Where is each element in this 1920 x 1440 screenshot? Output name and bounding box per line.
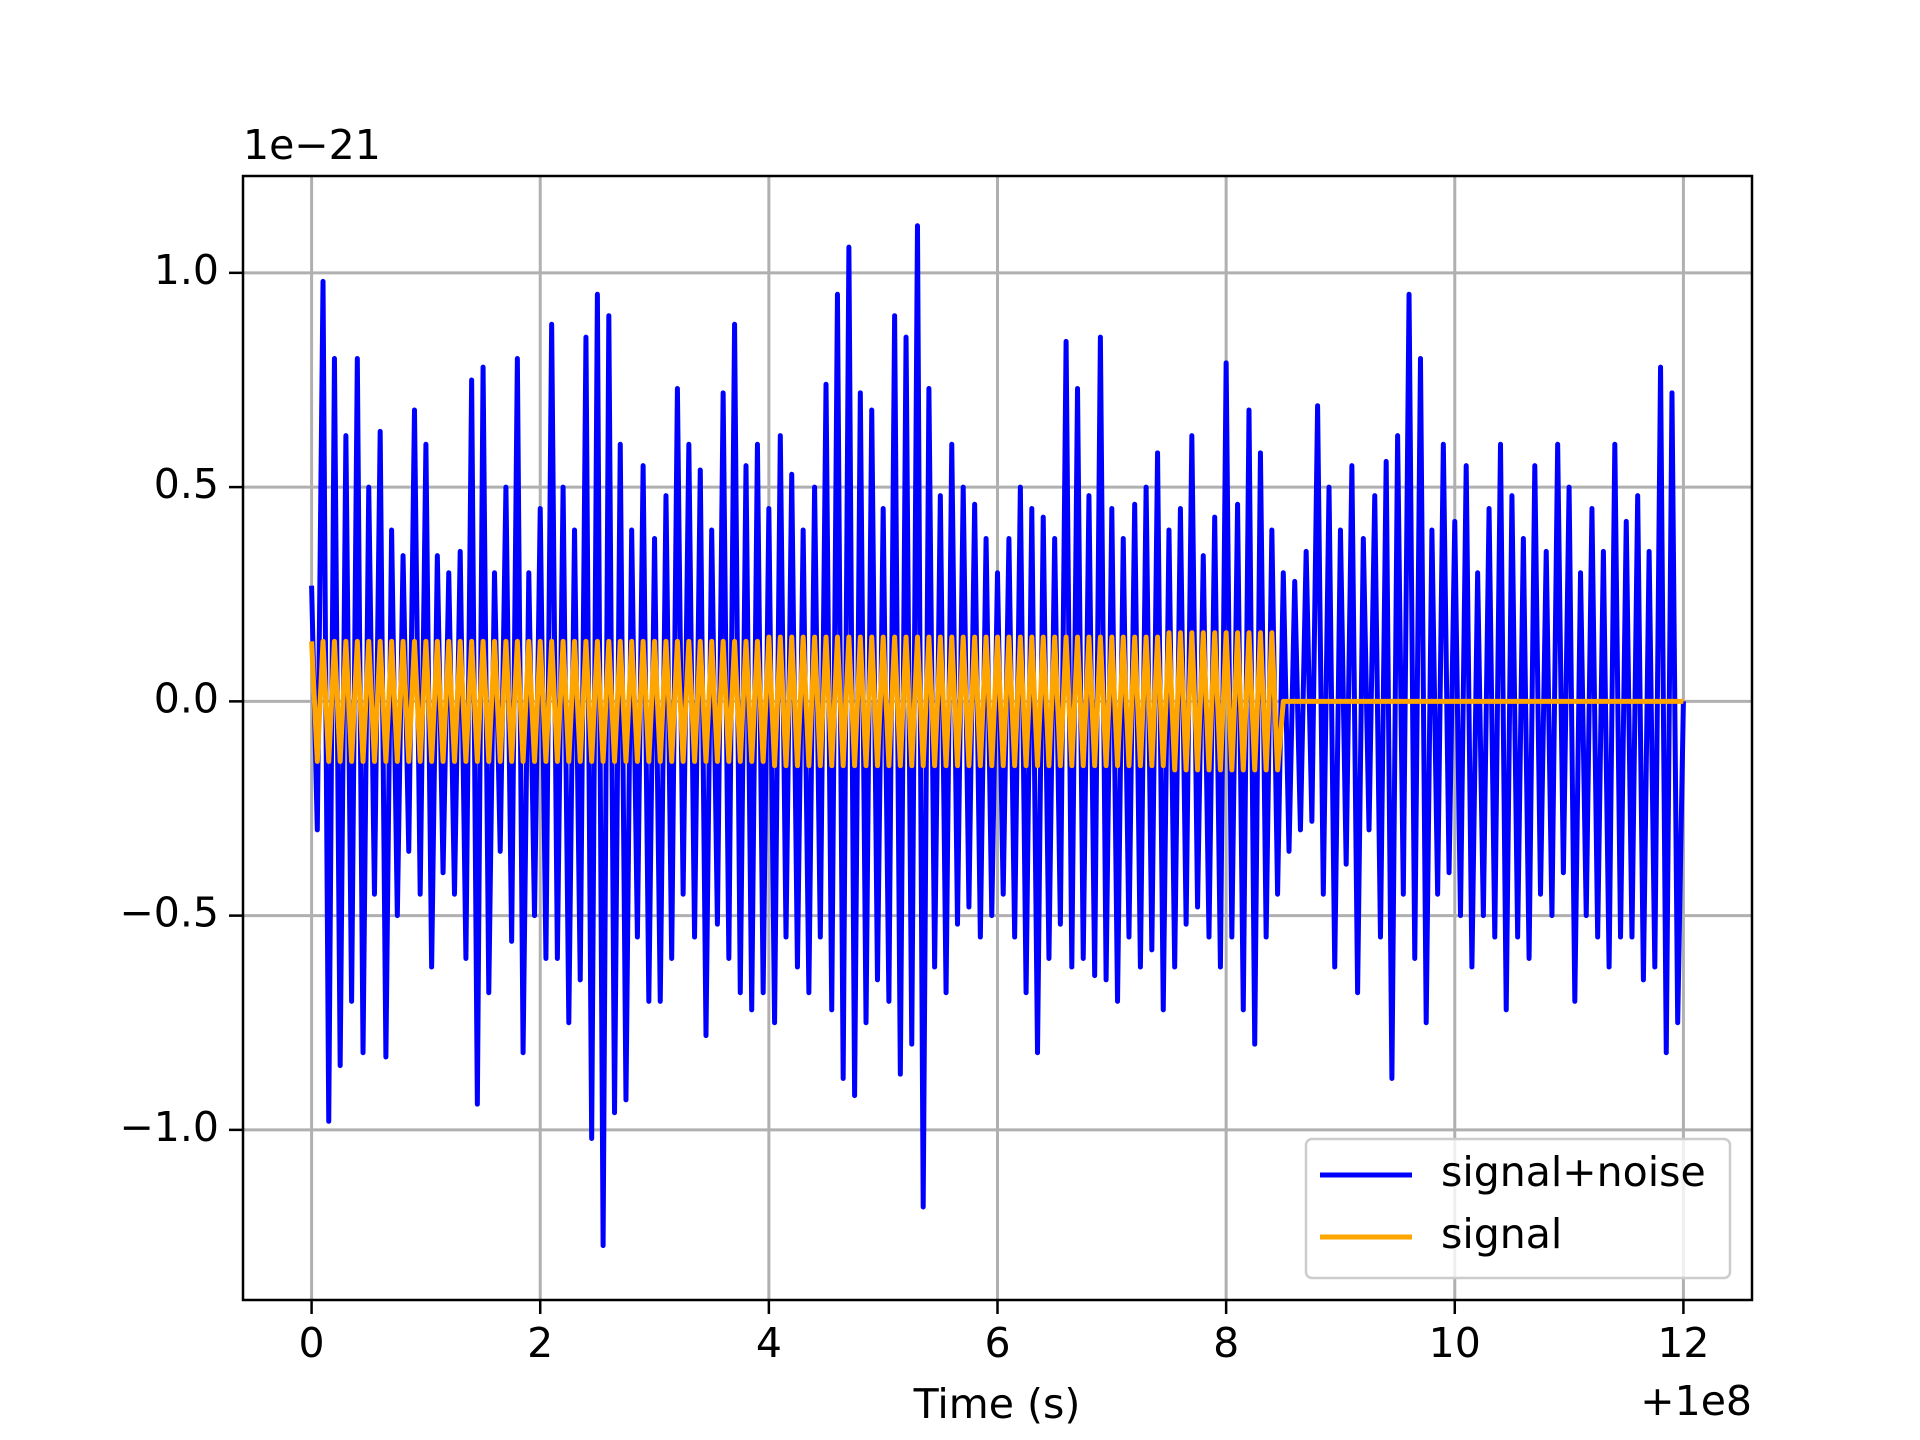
x-tick-label: 8 [1213, 1319, 1239, 1367]
series-line [309, 223, 1686, 1249]
legend-label: signal+noise [1441, 1148, 1706, 1196]
x-tick-label: 12 [1657, 1319, 1709, 1367]
x-tick-label: 0 [299, 1319, 325, 1367]
y-offset-label: 1e−21 [243, 121, 381, 169]
x-tick-label: 6 [984, 1319, 1010, 1367]
y-tick-label: 0.5 [154, 460, 219, 508]
series-line [309, 630, 1684, 773]
legend-label: signal [1441, 1210, 1562, 1258]
x-tick-label: 4 [756, 1319, 782, 1367]
ticks: 0 2 4 6 8 10 12 −1.0 −0.5 0.0 0.5 1.0 [119, 246, 1709, 1367]
x-tick-label: 10 [1429, 1319, 1481, 1367]
legend: signal+noise signal [1304, 1137, 1732, 1280]
x-offset-label: +1e8 [1640, 1377, 1752, 1425]
y-tick-label: −0.5 [119, 889, 219, 937]
x-axis-label: Time (s) [913, 1380, 1081, 1428]
plot-area [309, 223, 1686, 1249]
y-tick-label: 0.0 [154, 674, 219, 722]
x-tick-label: 2 [527, 1319, 553, 1367]
y-tick-label: 1.0 [154, 246, 219, 294]
y-tick-label: −1.0 [119, 1103, 219, 1151]
